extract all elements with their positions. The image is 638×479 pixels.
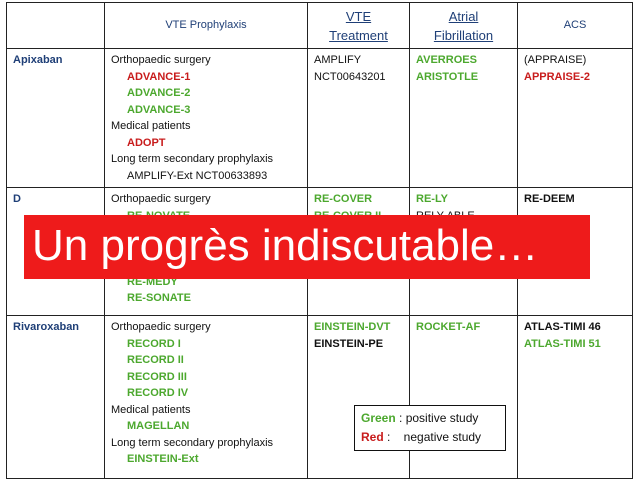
legend-green-word: Green [361,411,396,425]
category-label: Long term secondary prophylaxis [111,436,274,449]
trial-name: AVERROES [416,54,477,66]
rivaroxaban-af-cell: ROCKET-AF [409,315,518,479]
trial-name: AMPLIFY-Ext NCT00633893 [127,169,268,182]
header-af-l2: Fibrillation [433,27,494,43]
trial-name: RECORD IV [127,387,189,399]
header-vte-prophylaxis: VTE Prophylaxis [104,2,308,49]
apixaban-af-cell: AVERROES ARISTOTLE [409,48,518,188]
header-vte-treatment-l1: VTE [345,8,372,24]
header-vte-treatment-l2: Treatment [329,27,388,43]
header-af-l1: Atrial [448,8,479,24]
legend-red-text: : negative study [383,430,482,444]
trial-name: APPRAISE-2 [524,70,591,83]
trial-name: ATLAS-TIMI 46 [524,321,601,333]
legend-red-word: Red [361,430,384,444]
apixaban-acs-cell: (APPRAISE) APPRAISE-2 [517,48,633,188]
legend-positive: Green : positive study [361,409,499,428]
trial-name: ADVANCE-1 [127,70,191,83]
trial-name: AMPLIFY [314,54,362,66]
category-label: Orthopaedic surgery [111,321,211,333]
header-vte-treatment: VTE Treatment [307,2,410,49]
trial-name: ROCKET-AF [416,321,481,333]
trial-name: (APPRAISE) [524,54,587,66]
category-label: Long term secondary prophylaxis [111,153,274,165]
apixaban-prophylaxis-cell: Orthopaedic surgery ADVANCE-1 ADVANCE-2 … [104,48,308,188]
trial-name: MAGELLAN [127,420,190,432]
table-row-rivaroxaban: Rivaroxaban Orthopaedic surgery RECORD I… [6,315,633,479]
legend-negative: Red : negative study [361,428,499,447]
overlay-banner: Un progrès indiscutable… [24,215,590,279]
category-label: Orthopaedic surgery [111,193,211,205]
header-row: VTE Prophylaxis VTE Treatment Atrial Fib… [6,2,633,49]
trial-name: RECORD II [127,354,184,366]
trial-name: EINSTEIN-Ext [127,453,199,465]
trial-name: EINSTEIN-DVT [314,321,391,333]
trial-name: RECORD III [127,370,187,383]
trial-name: RE-LY [416,193,448,205]
trial-name: RE-SONATE [127,292,191,304]
trial-name: RE-COVER [314,193,373,205]
header-acs: ACS [517,2,633,49]
rivaroxaban-acs-cell: ATLAS-TIMI 46 ATLAS-TIMI 51 [517,315,633,479]
trial-name: ADOPT [127,136,166,149]
trial-name: ARISTOTLE [416,70,479,83]
trial-name: ATLAS-TIMI 51 [524,337,601,350]
trial-name: EINSTEIN-PE [314,337,384,350]
rivaroxaban-prophylaxis-cell: Orthopaedic surgery RECORD I RECORD II R… [104,315,308,479]
trial-name: ADVANCE-3 [127,103,191,116]
trials-table: VTE Prophylaxis VTE Treatment Atrial Fib… [6,2,633,479]
legend-green-text: : positive study [395,411,479,425]
trial-name: RE-DEEM [524,193,575,205]
empty-corner-cell [6,2,105,49]
drug-name-rivaroxaban: Rivaroxaban [6,315,105,479]
color-legend: Green : positive study Red : negative st… [354,405,506,451]
table-row-apixaban: Apixaban Orthopaedic surgery ADVANCE-1 A… [6,48,633,188]
drug-name-apixaban: Apixaban [6,48,105,188]
category-label: Orthopaedic surgery [111,54,211,66]
category-label: Medical patients [111,120,191,132]
trial-name: NCT00643201 [314,70,386,83]
trial-name: ADVANCE-2 [127,87,191,99]
trial-name: RECORD I [127,337,181,350]
apixaban-treatment-cell: AMPLIFY NCT00643201 [307,48,410,188]
rivaroxaban-treatment-cell: EINSTEIN-DVT EINSTEIN-PE [307,315,410,479]
header-atrial-fibrillation: Atrial Fibrillation [409,2,518,49]
category-label: Medical patients [111,403,191,416]
